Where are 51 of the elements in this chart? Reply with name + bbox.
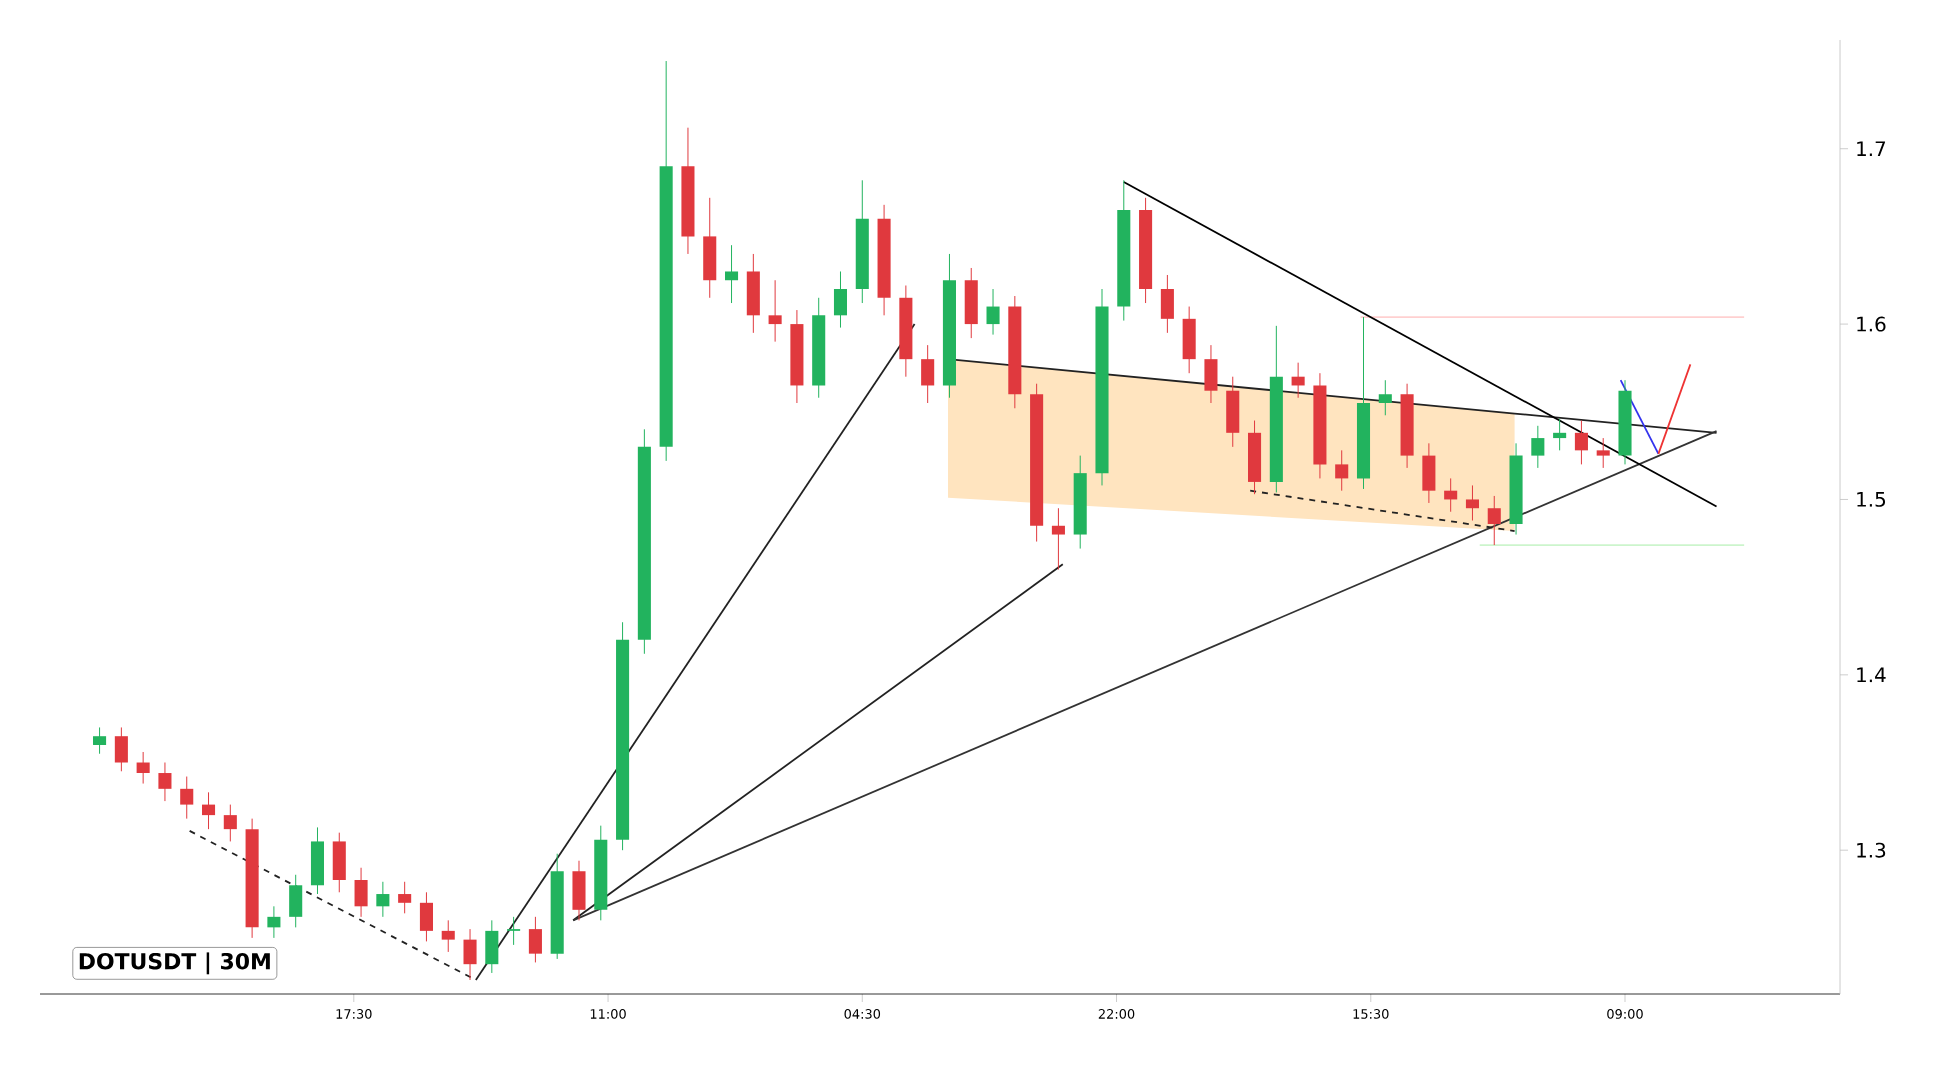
candlestick — [1182, 306, 1196, 374]
candlestick — [572, 860, 586, 921]
candlestick — [463, 928, 477, 981]
candlestick — [1291, 362, 1305, 399]
text: DOTUSDT | 30M — [79, 952, 270, 975]
candlestick — [1574, 420, 1588, 465]
candlestick — [289, 874, 303, 928]
candlestick — [1444, 477, 1458, 513]
candlestick — [114, 726, 128, 772]
candlestick — [1596, 437, 1610, 469]
y-tick-label: 1.6 — [1857, 316, 1886, 332]
candlestick — [310, 826, 325, 895]
y-tick-label: 1.4 — [1857, 667, 1886, 683]
y-tick-label: 1.7 — [1857, 141, 1886, 156]
candlestick — [1487, 495, 1501, 546]
candlestick — [441, 919, 455, 953]
candlestick — [1465, 484, 1479, 521]
candlestick — [1226, 376, 1240, 448]
candlestick — [724, 244, 739, 304]
candlestick — [1553, 418, 1567, 451]
y-tick-label: 1.5 — [1857, 492, 1886, 507]
candlestick — [201, 791, 216, 830]
candlestick — [1160, 274, 1174, 334]
candlestick — [267, 905, 281, 939]
candlestick — [1422, 442, 1436, 504]
candlestick — [768, 279, 782, 343]
candlestick — [419, 891, 433, 942]
candlestick — [332, 832, 346, 893]
candlestick — [93, 726, 107, 755]
candlestick — [485, 919, 499, 974]
candlestick — [833, 270, 848, 329]
candlestick — [746, 253, 760, 334]
candlestick — [507, 916, 521, 946]
candlestick — [376, 881, 390, 918]
candlestick — [1335, 449, 1349, 492]
candlestick — [986, 288, 1000, 336]
candlestick — [703, 197, 717, 299]
candlestick — [180, 776, 194, 820]
candlestick — [1378, 379, 1392, 416]
candlestick — [136, 751, 150, 785]
candlestick — [398, 881, 412, 914]
candlestick — [528, 916, 542, 963]
candlestick — [921, 344, 935, 404]
candlestick — [964, 267, 978, 339]
candlestick — [354, 867, 368, 918]
y-tick-label: 1.3 — [1857, 842, 1886, 858]
candlestick — [223, 804, 237, 842]
candlestick — [1051, 507, 1065, 571]
candlestick — [1531, 425, 1545, 469]
candlestick — [1204, 344, 1218, 404]
candlestick — [158, 762, 172, 802]
